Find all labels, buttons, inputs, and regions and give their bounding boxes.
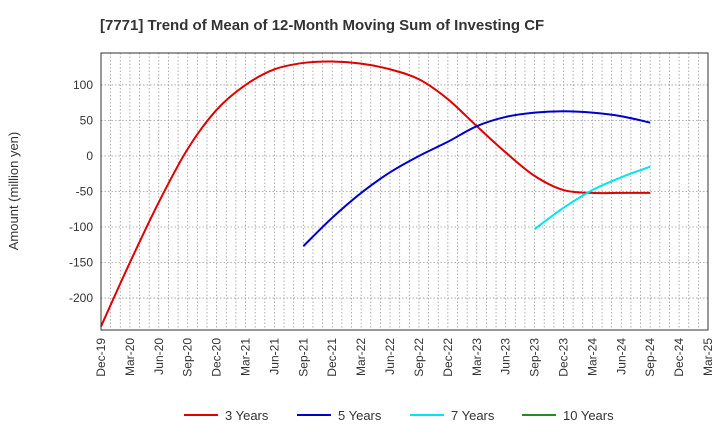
x-tick-label: Mar-21 <box>239 338 253 376</box>
plot-background <box>101 53 708 330</box>
y-axis-label: Amount (million yen) <box>6 132 21 251</box>
y-tick-label: 100 <box>73 78 93 92</box>
series-line-7-years <box>533 165 651 230</box>
x-tick-label: Sep-23 <box>528 338 542 377</box>
series-line-3-years <box>100 60 651 327</box>
y-tick-label: -50 <box>76 185 94 199</box>
y-tick-label: 0 <box>86 149 93 163</box>
legend-label-10-years: 10 Years <box>563 408 614 423</box>
y-tick-label: -200 <box>69 291 93 305</box>
legend: 3 Years 5 Years 7 Years 10 Years <box>184 408 614 423</box>
x-tick-label: Mar-23 <box>470 338 484 376</box>
x-tick-label: Dec-22 <box>441 338 455 377</box>
plot-frame <box>100 52 709 331</box>
series-lines <box>100 60 651 327</box>
x-axis-ticks: Dec-19 Mar-20 Jun-20 Sep-20 Dec-20 Mar-21 Jun-… <box>94 338 715 377</box>
plot-area <box>100 52 709 331</box>
legend-label-7-years: 7 Years <box>451 408 495 423</box>
x-tick-label: Sep-20 <box>181 338 195 377</box>
x-tick-label: Jun-24 <box>614 338 628 375</box>
y-axis-ticks: 100 50 0 -50 -100 -150 -200 <box>69 78 93 305</box>
grid <box>101 53 708 330</box>
x-tick-label: Jun-22 <box>383 338 397 375</box>
chart-title: [7771] Trend of Mean of 12-Month Moving … <box>100 17 544 34</box>
x-tick-label: Dec-21 <box>325 338 339 377</box>
x-tick-label: Mar-24 <box>585 338 599 376</box>
x-tick-label: Jun-23 <box>499 338 513 375</box>
x-tick-label: Dec-20 <box>210 338 224 377</box>
x-tick-label: Dec-19 <box>94 338 108 377</box>
x-tick-label: Mar-20 <box>123 338 137 376</box>
x-tick-label: Dec-23 <box>556 338 570 377</box>
x-tick-label: Mar-25 <box>701 338 715 376</box>
y-tick-label: -100 <box>69 220 93 234</box>
y-tick-label: 50 <box>80 113 94 127</box>
y-tick-label: -150 <box>69 256 93 270</box>
x-tick-label: Mar-22 <box>354 338 368 376</box>
x-tick-label: Jun-20 <box>152 338 166 375</box>
series-line-5-years <box>302 110 651 247</box>
x-tick-label: Sep-21 <box>296 338 310 377</box>
x-tick-label: Jun-21 <box>267 338 281 375</box>
x-tick-label: Dec-24 <box>672 338 686 377</box>
legend-label-5-years: 5 Years <box>338 408 382 423</box>
x-tick-label: Sep-24 <box>643 338 657 377</box>
x-tick-label: Sep-22 <box>412 338 426 377</box>
legend-label-3-years: 3 Years <box>225 408 269 423</box>
